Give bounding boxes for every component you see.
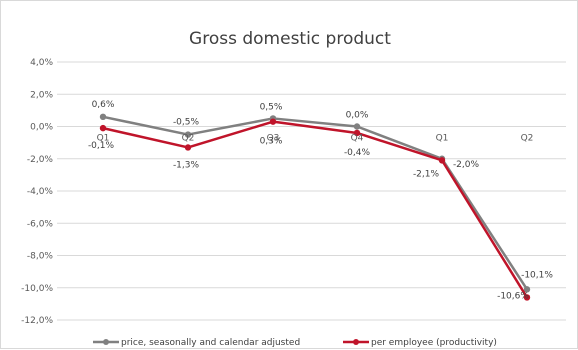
- data-point: [523, 286, 531, 293]
- series-line-1: [102, 115, 529, 291]
- y-tick-label: 2,0%: [30, 90, 53, 100]
- x-category-label: Q3: [267, 134, 280, 144]
- data-label: -0,4%: [344, 148, 371, 158]
- legend-label: price, seasonally and calendar adjusted: [121, 338, 300, 348]
- x-category-label: Q1: [97, 134, 110, 144]
- data-label: -0,5%: [173, 118, 200, 128]
- data-point: [269, 118, 277, 125]
- data-point: [523, 294, 531, 301]
- legend-swatch-marker: [103, 339, 109, 345]
- y-tick-label: -6,0%: [27, 219, 54, 229]
- data-label: -10,1%: [521, 270, 553, 280]
- series-line-2: [102, 120, 529, 299]
- legend-label: per employee (productivity): [371, 338, 497, 348]
- y-tick-label: -8,0%: [27, 252, 54, 262]
- data-label: 0,5%: [260, 102, 283, 112]
- x-category-label: Q2: [182, 134, 195, 144]
- data-label: 0,6%: [92, 100, 115, 110]
- data-point: [99, 113, 107, 121]
- data-point: [353, 129, 361, 137]
- x-category-label: Q2: [521, 134, 534, 144]
- data-label: -0,1%: [88, 141, 115, 151]
- data-label: -1,3%: [173, 160, 200, 170]
- y-tick-label: -4,0%: [27, 187, 54, 197]
- y-tick-label: -12,0%: [21, 316, 53, 326]
- y-tick-label: -10,0%: [21, 284, 53, 294]
- y-tick-label: 0,0%: [30, 123, 53, 133]
- data-point: [438, 157, 446, 164]
- data-point: [353, 123, 361, 130]
- y-tick-label: -2,0%: [27, 155, 54, 165]
- data-label: -2,1%: [413, 169, 440, 179]
- data-label: -10,6%: [497, 291, 529, 301]
- data-point: [184, 144, 192, 151]
- x-category-label: Q4: [351, 134, 364, 144]
- y-tick-label: 4,0%: [30, 58, 53, 68]
- data-label: -2,0%: [453, 160, 480, 170]
- data-label: 0,0%: [346, 111, 369, 121]
- chart-title: Gross domestic product: [189, 29, 391, 49]
- data-point: [99, 124, 107, 132]
- x-category-label: Q1: [436, 134, 449, 144]
- data-label: 0,3%: [260, 137, 283, 147]
- data-point: [184, 131, 192, 138]
- legend-swatch-marker: [353, 339, 359, 345]
